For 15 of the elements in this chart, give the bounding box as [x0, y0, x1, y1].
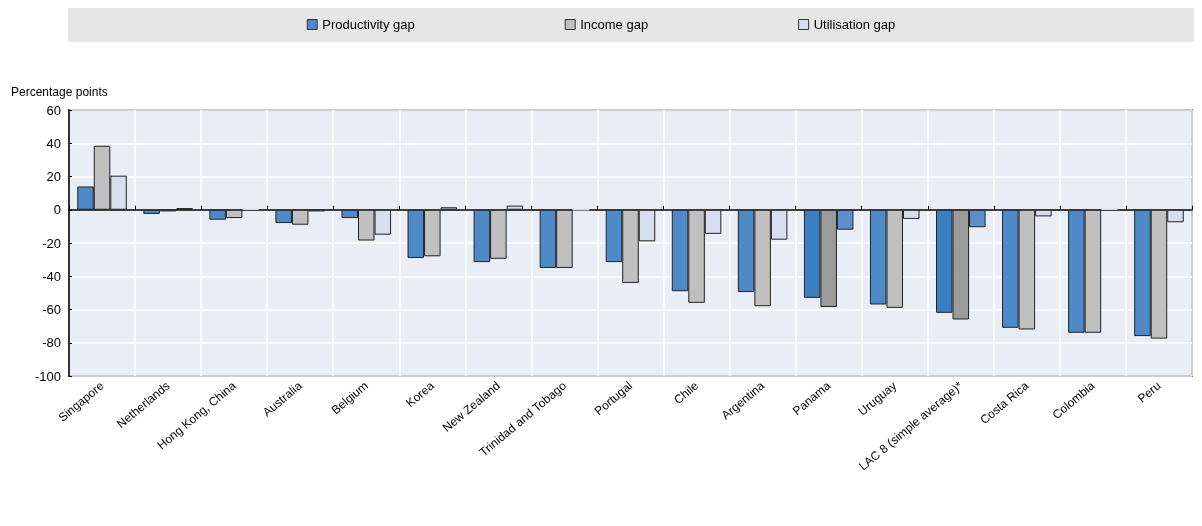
y-tick-label: -100 — [34, 368, 61, 384]
x-tick-label: Chile — [671, 378, 702, 407]
y-tick-label: -60 — [42, 302, 61, 317]
y-tick-label: 0 — [53, 202, 61, 218]
y-tick-label: 40 — [46, 135, 61, 151]
legend-label: Productivity gap — [322, 17, 415, 32]
y-axis-title: Percentage points — [11, 85, 108, 99]
y-tick-label: 60 — [46, 102, 61, 118]
y-tick-label: -80 — [42, 335, 61, 351]
x-tick-label: Peru — [1135, 378, 1164, 406]
legend-label: Utilisation gap — [813, 17, 896, 32]
legend-label: Income gap — [580, 17, 649, 32]
y-tick-label: -20 — [42, 235, 61, 251]
y-tick-label: 20 — [46, 169, 61, 184]
y-tick-label: -40 — [42, 268, 61, 284]
